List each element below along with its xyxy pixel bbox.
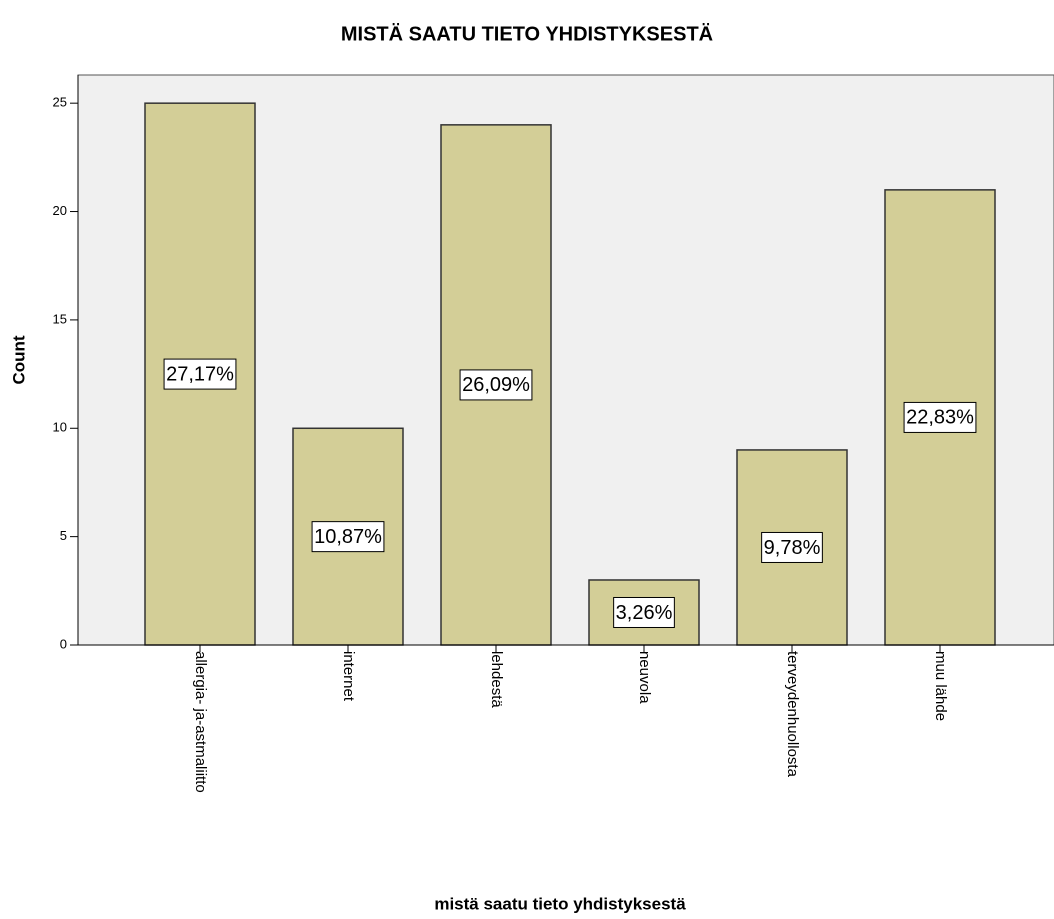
data-label: 10,87% xyxy=(314,526,382,548)
data-label-box xyxy=(459,369,533,401)
data-label-box xyxy=(761,531,823,563)
x-tick-label: neuvola xyxy=(636,651,653,704)
data-label: 26,09% xyxy=(462,374,530,396)
x-tick-label: lehdestä xyxy=(488,651,505,708)
y-tick-label: 15 xyxy=(53,311,67,326)
y-axis-title: Count xyxy=(9,335,28,384)
x-tick-label: allergia- ja-astmaliitto xyxy=(192,651,209,793)
data-label-box xyxy=(163,358,237,390)
y-tick-label: 25 xyxy=(53,95,67,110)
data-label-box xyxy=(613,596,675,628)
y-tick-label: 0 xyxy=(60,636,67,651)
y-tick-label: 5 xyxy=(60,528,67,543)
data-label-box xyxy=(311,521,385,553)
data-label: 22,83% xyxy=(906,407,974,429)
x-axis-title: mistä saatu tieto yhdistyksestä xyxy=(434,894,686,913)
data-label-box xyxy=(903,401,977,433)
data-label: 27,17% xyxy=(166,363,234,385)
y-tick-label: 10 xyxy=(53,420,67,435)
x-tick-label: internet xyxy=(340,651,357,702)
data-label: 9,78% xyxy=(764,537,821,559)
y-tick-label: 20 xyxy=(53,203,67,218)
x-tick-label: muu lähde xyxy=(932,651,949,721)
data-label: 3,26% xyxy=(616,602,673,624)
x-tick-label: terveydenhuollosta xyxy=(784,651,801,778)
chart-title: MISTÄ SAATU TIETO YHDISTYKSESTÄ xyxy=(341,22,713,45)
